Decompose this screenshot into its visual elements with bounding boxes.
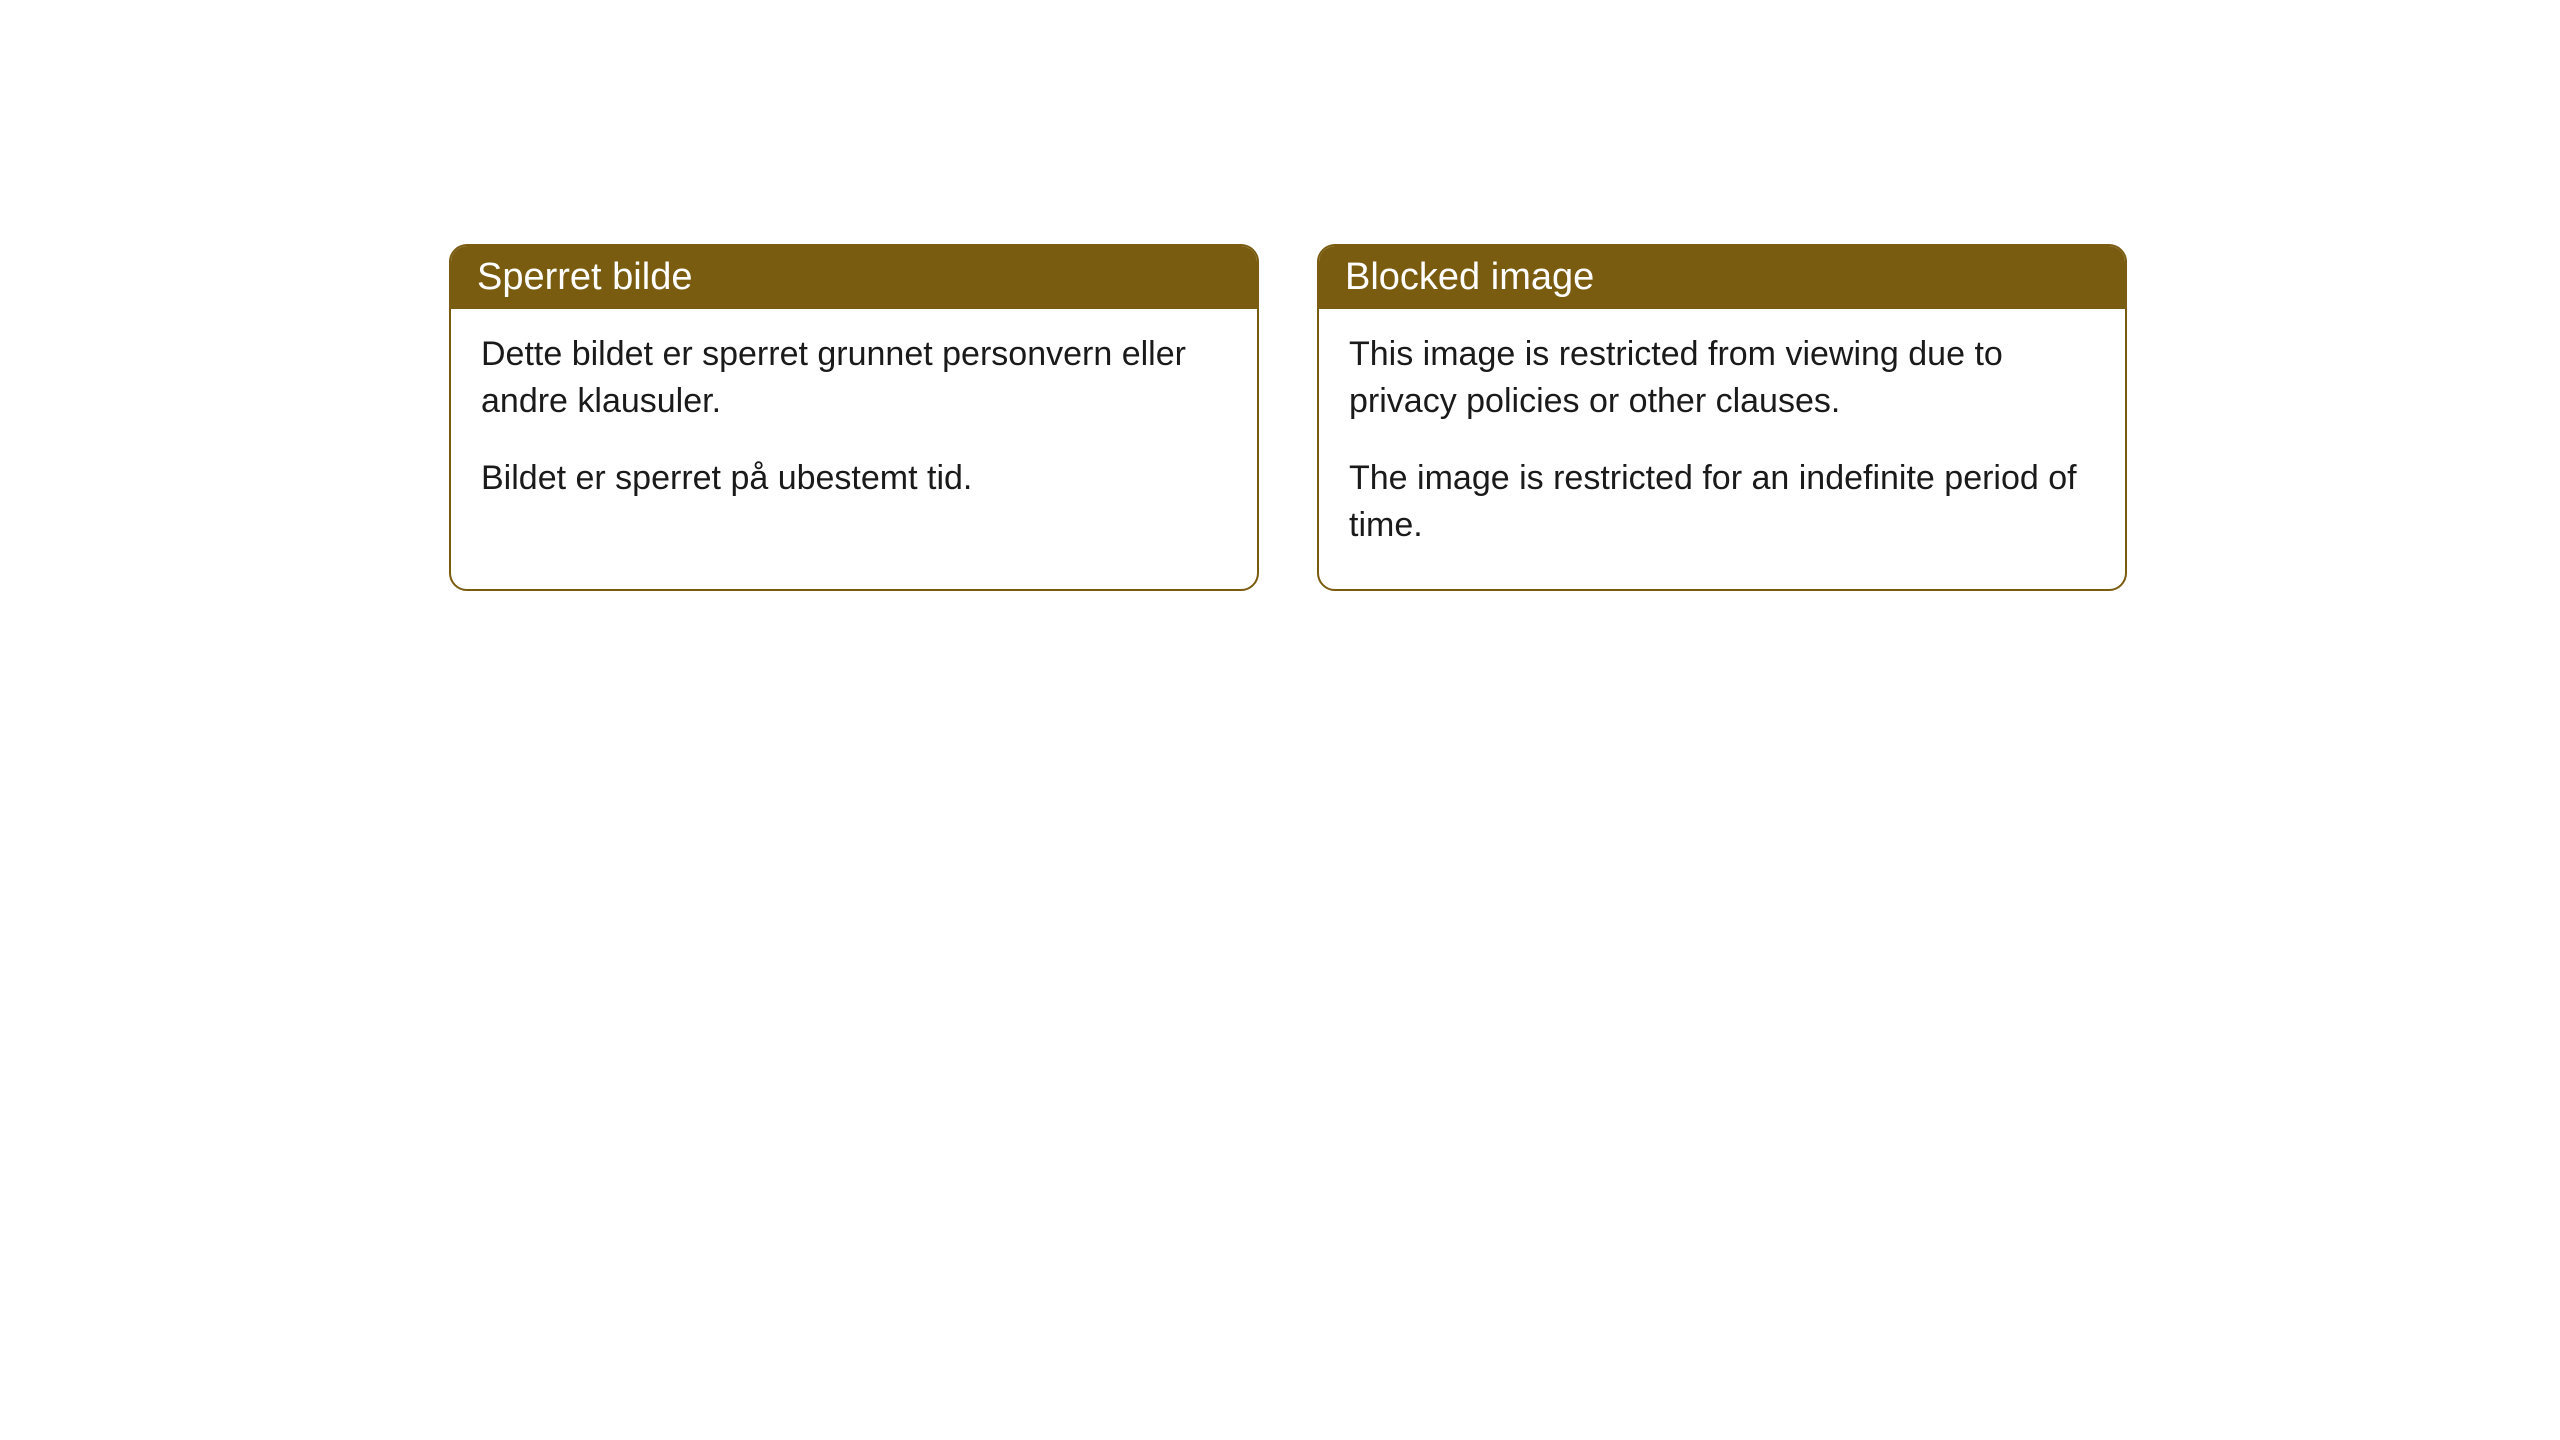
card-paragraph: Bildet er sperret på ubestemt tid.	[481, 455, 1227, 502]
notice-card-norwegian: Sperret bilde Dette bildet er sperret gr…	[449, 244, 1259, 591]
card-header: Sperret bilde	[451, 246, 1257, 309]
card-body: This image is restricted from viewing du…	[1319, 309, 2125, 589]
card-paragraph: The image is restricted for an indefinit…	[1349, 455, 2095, 549]
card-body: Dette bildet er sperret grunnet personve…	[451, 309, 1257, 542]
card-title: Blocked image	[1345, 256, 1594, 298]
notice-cards-container: Sperret bilde Dette bildet er sperret gr…	[449, 244, 2127, 591]
card-paragraph: This image is restricted from viewing du…	[1349, 331, 2095, 425]
notice-card-english: Blocked image This image is restricted f…	[1317, 244, 2127, 591]
card-paragraph: Dette bildet er sperret grunnet personve…	[481, 331, 1227, 425]
card-header: Blocked image	[1319, 246, 2125, 309]
card-title: Sperret bilde	[477, 256, 692, 298]
